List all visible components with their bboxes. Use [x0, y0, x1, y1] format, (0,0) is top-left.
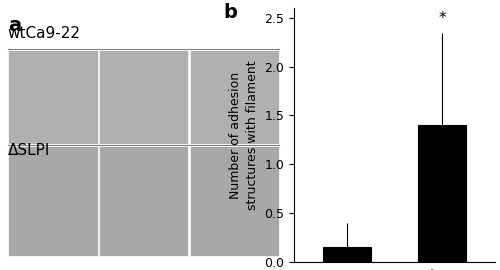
Bar — [323, 247, 370, 262]
Text: ΔSLPI: ΔSLPI — [8, 143, 50, 158]
FancyBboxPatch shape — [8, 146, 98, 255]
Text: wtCa9-22: wtCa9-22 — [8, 26, 81, 41]
FancyBboxPatch shape — [8, 50, 98, 144]
FancyBboxPatch shape — [190, 146, 278, 255]
Text: a: a — [8, 16, 21, 35]
FancyBboxPatch shape — [99, 50, 188, 144]
Text: b: b — [224, 3, 237, 22]
Text: *: * — [438, 11, 446, 26]
FancyBboxPatch shape — [190, 50, 278, 144]
Y-axis label: Number of adhesion
structures with filament: Number of adhesion structures with filam… — [229, 60, 259, 210]
Bar — [418, 125, 467, 262]
FancyBboxPatch shape — [99, 146, 188, 255]
